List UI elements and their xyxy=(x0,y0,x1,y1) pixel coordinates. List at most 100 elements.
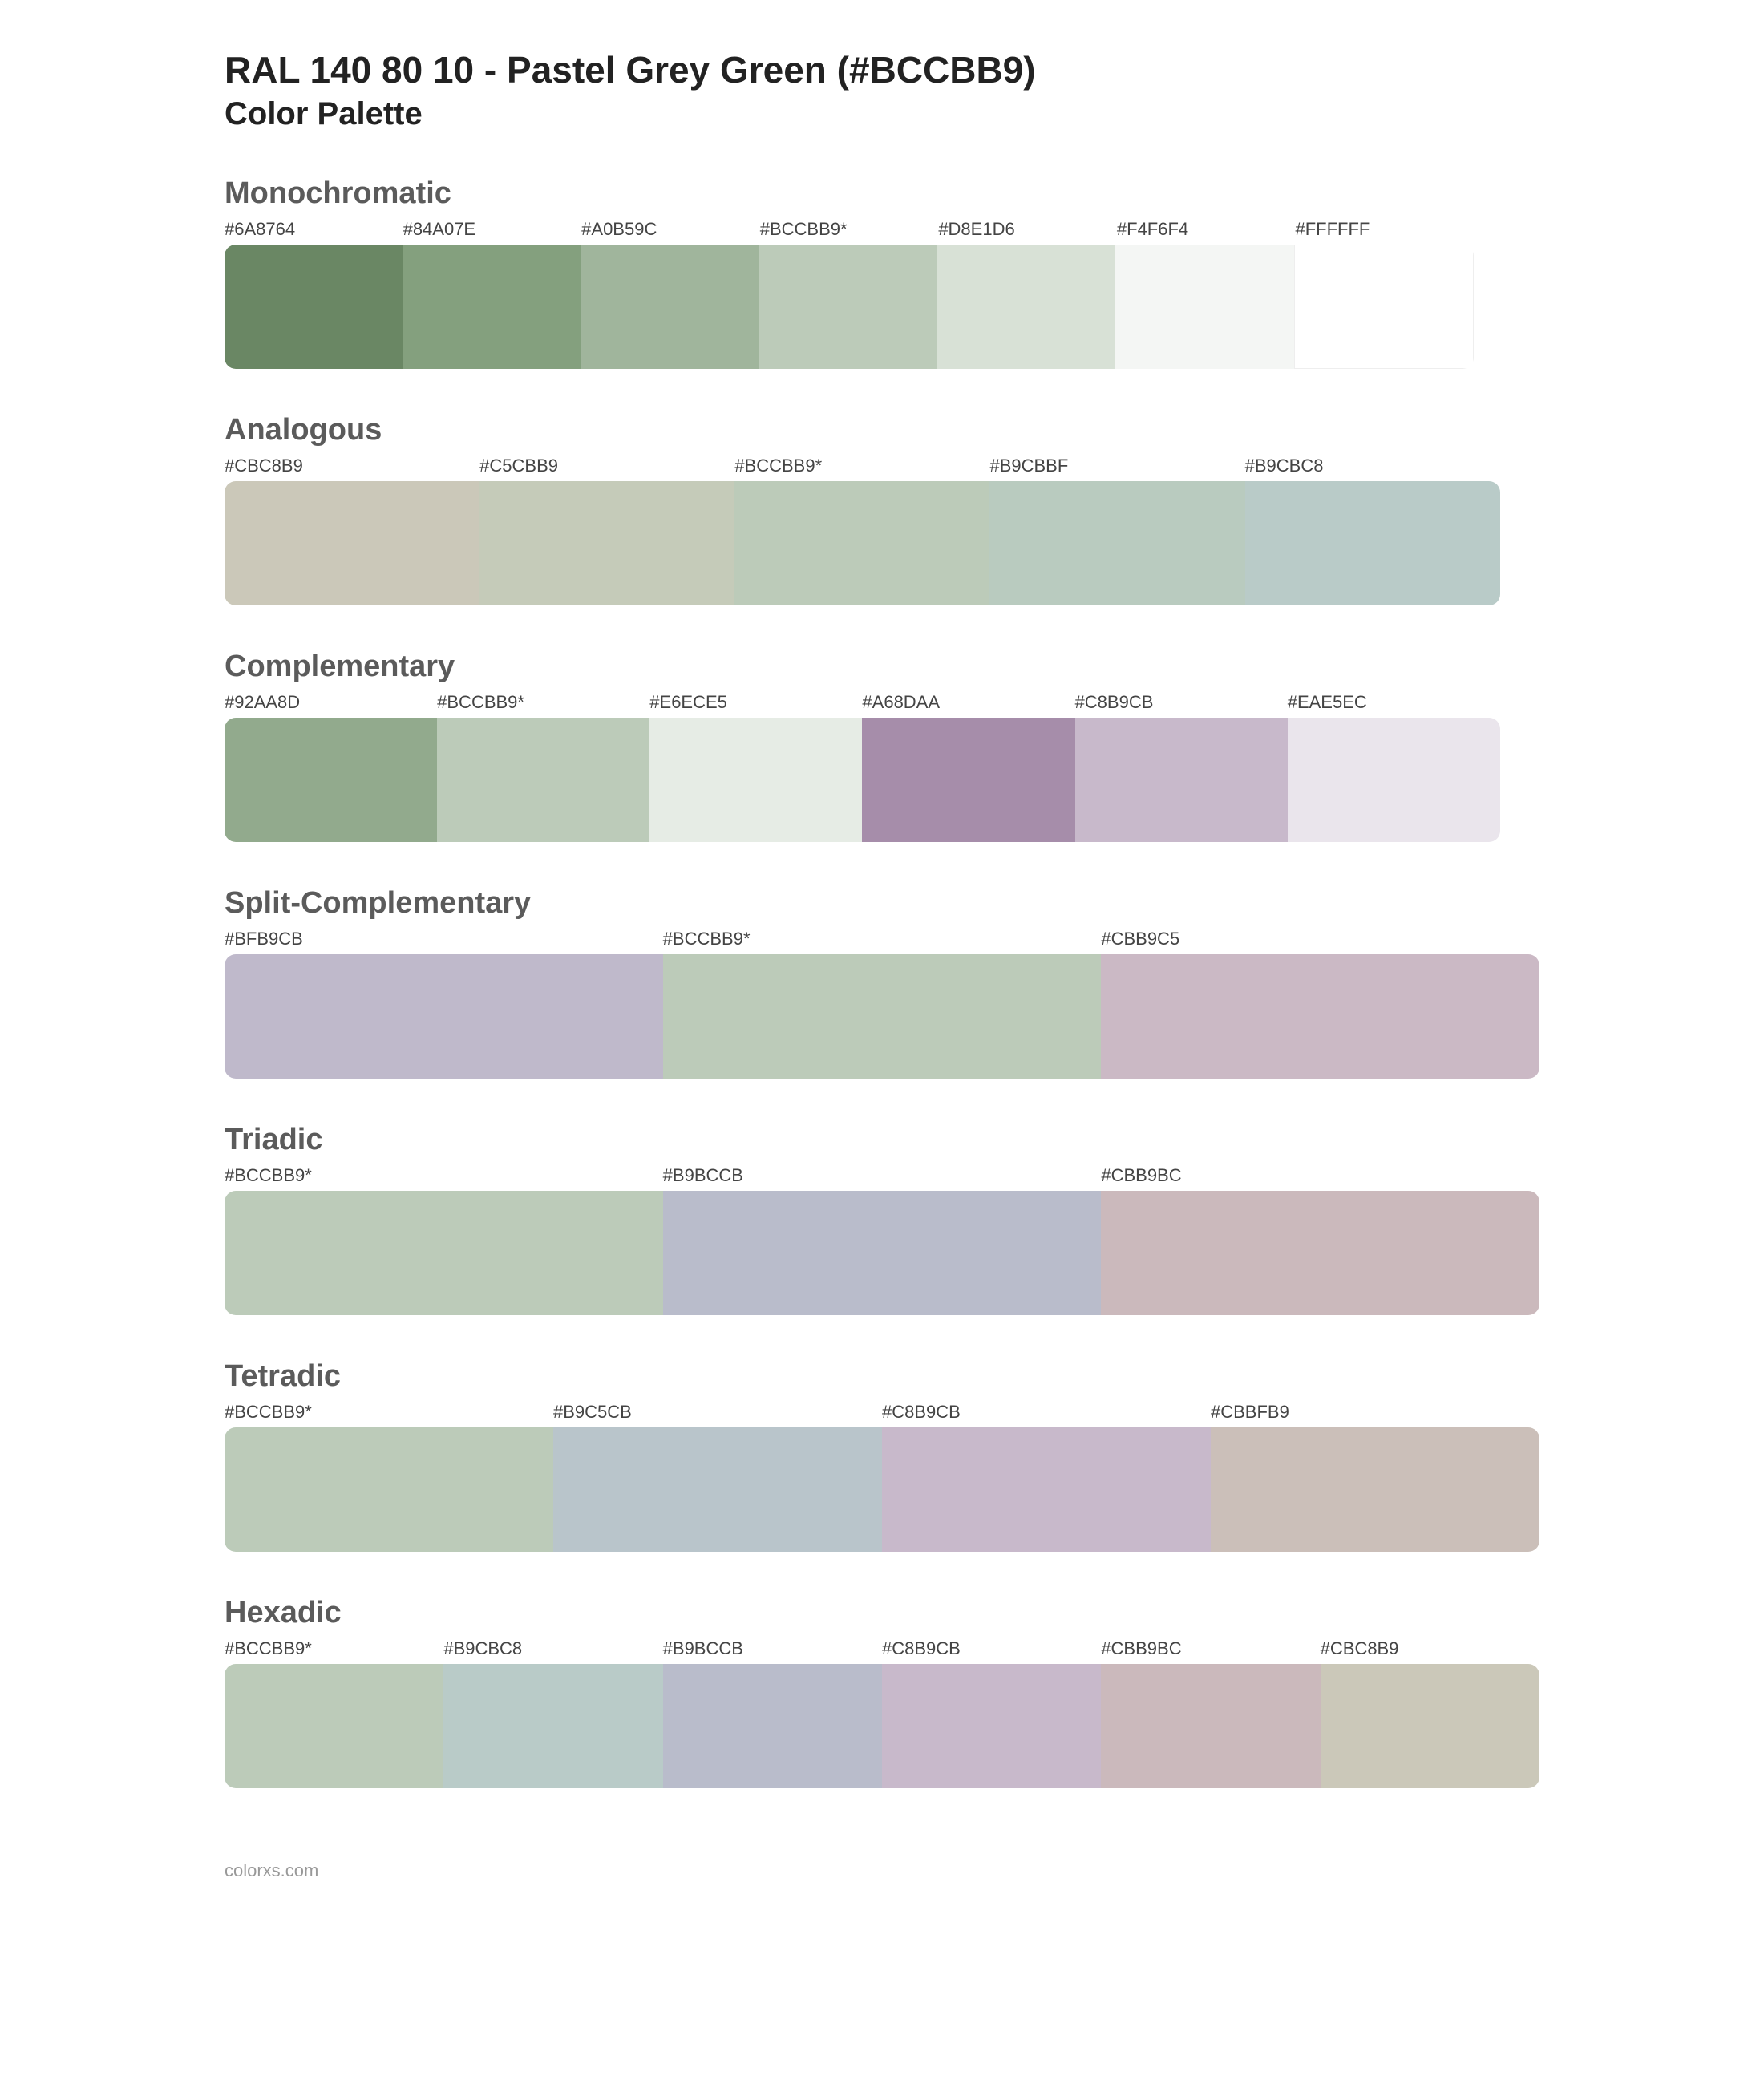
color-swatch xyxy=(225,245,403,369)
color-swatch xyxy=(1294,245,1474,369)
color-swatch xyxy=(443,1664,662,1788)
color-swatch xyxy=(225,1664,443,1788)
swatch-label: #BCCBB9* xyxy=(734,451,989,481)
labels-row: #BCCBB9*#B9C5CB#C8B9CB#CBBFB9 xyxy=(225,1397,1539,1427)
swatch-label: #BCCBB9* xyxy=(225,1160,663,1191)
color-swatch xyxy=(479,481,734,605)
color-swatch xyxy=(581,245,759,369)
section-title: Triadic xyxy=(225,1123,1539,1157)
color-swatch xyxy=(1211,1427,1539,1552)
labels-row: #6A8764#84A07E#A0B59C#BCCBB9*#D8E1D6#F4F… xyxy=(225,214,1474,245)
swatch-row xyxy=(225,954,1539,1079)
swatch-label: #B9BCCB xyxy=(663,1160,1102,1191)
swatch-label: #CBB9C5 xyxy=(1101,924,1539,954)
swatch-label: #A68DAA xyxy=(862,687,1074,718)
swatch-label: #BCCBB9* xyxy=(225,1397,553,1427)
color-swatch xyxy=(663,1664,882,1788)
palette-section: Split-Complementary#BFB9CB#BCCBB9*#CBB9C… xyxy=(225,886,1539,1079)
color-swatch xyxy=(862,718,1074,842)
labels-row: #BFB9CB#BCCBB9*#CBB9C5 xyxy=(225,924,1539,954)
color-swatch xyxy=(989,481,1244,605)
swatch-label: #D8E1D6 xyxy=(938,214,1117,245)
swatch-label: #E6ECE5 xyxy=(649,687,862,718)
swatch-label: #BCCBB9* xyxy=(760,214,939,245)
swatch-label: #FFFFFF xyxy=(1295,214,1474,245)
page-subtitle: Color Palette xyxy=(225,96,1539,132)
color-swatch xyxy=(225,1427,553,1552)
section-title: Analogous xyxy=(225,413,1539,447)
swatch-label: #92AA8D xyxy=(225,687,437,718)
color-swatch xyxy=(1075,718,1288,842)
swatch-label: #B9CBC8 xyxy=(443,1634,662,1664)
color-swatch xyxy=(882,1664,1101,1788)
color-swatch xyxy=(553,1427,882,1552)
labels-row: #92AA8D#BCCBB9*#E6ECE5#A68DAA#C8B9CB#EAE… xyxy=(225,687,1500,718)
color-swatch xyxy=(937,245,1115,369)
sections-container: Monochromatic#6A8764#84A07E#A0B59C#BCCBB… xyxy=(225,176,1539,1788)
swatch-row xyxy=(225,718,1500,842)
swatch-label: #BCCBB9* xyxy=(437,687,649,718)
color-swatch xyxy=(759,245,937,369)
swatch-row xyxy=(225,1191,1539,1315)
section-title: Monochromatic xyxy=(225,176,1539,211)
swatch-label: #BCCBB9* xyxy=(225,1634,443,1664)
palette-section: Hexadic #BCCBB9*#B9CBC8#B9BCCB#C8B9CB#CBB… xyxy=(225,1596,1539,1788)
swatch-label: #C5CBB9 xyxy=(479,451,734,481)
section-title: Hexadic xyxy=(225,1596,1539,1630)
color-swatch xyxy=(225,481,479,605)
swatch-label: #84A07E xyxy=(403,214,582,245)
section-title: Tetradic xyxy=(225,1359,1539,1394)
color-swatch xyxy=(649,718,862,842)
color-swatch xyxy=(734,481,989,605)
labels-row: #CBC8B9#C5CBB9#BCCBB9*#B9CBBF#B9CBC8 xyxy=(225,451,1500,481)
labels-row: #BCCBB9*#B9CBC8#B9BCCB#C8B9CB#CBB9BC#CBC… xyxy=(225,1634,1539,1664)
color-swatch xyxy=(1101,1664,1320,1788)
color-swatch xyxy=(225,1191,663,1315)
color-swatch xyxy=(225,954,663,1079)
swatch-label: #EAE5EC xyxy=(1288,687,1500,718)
section-title: Complementary xyxy=(225,650,1539,684)
color-swatch xyxy=(1245,481,1500,605)
color-swatch xyxy=(1288,718,1500,842)
swatch-label: #C8B9CB xyxy=(882,1397,1211,1427)
swatch-label: #B9C5CB xyxy=(553,1397,882,1427)
palette-section: Complementary#92AA8D#BCCBB9*#E6ECE5#A68D… xyxy=(225,650,1539,842)
swatch-label: #A0B59C xyxy=(581,214,760,245)
swatch-label: #BCCBB9* xyxy=(663,924,1102,954)
page-title: RAL 140 80 10 - Pastel Grey Green (#BCCB… xyxy=(225,48,1539,91)
labels-row: #BCCBB9*#B9BCCB#CBB9BC xyxy=(225,1160,1539,1191)
swatch-label: #B9BCCB xyxy=(663,1634,882,1664)
color-swatch xyxy=(1321,1664,1539,1788)
swatch-label: #C8B9CB xyxy=(882,1634,1101,1664)
swatch-row xyxy=(225,1427,1539,1552)
section-title: Split-Complementary xyxy=(225,886,1539,921)
swatch-label: #CBB9BC xyxy=(1101,1634,1320,1664)
color-swatch xyxy=(225,718,437,842)
palette-section: Triadic#BCCBB9*#B9BCCB#CBB9BC xyxy=(225,1123,1539,1315)
swatch-label: #CBC8B9 xyxy=(1321,1634,1539,1664)
color-swatch xyxy=(1101,954,1539,1079)
color-swatch xyxy=(403,245,581,369)
swatch-label: #CBC8B9 xyxy=(225,451,479,481)
color-swatch xyxy=(663,954,1102,1079)
color-swatch xyxy=(437,718,649,842)
swatch-label: #CBBFB9 xyxy=(1211,1397,1539,1427)
color-swatch xyxy=(1115,245,1293,369)
palette-section: Monochromatic#6A8764#84A07E#A0B59C#BCCBB… xyxy=(225,176,1539,369)
swatch-label: #C8B9CB xyxy=(1075,687,1288,718)
swatch-label: #CBB9BC xyxy=(1101,1160,1539,1191)
footer-credit: colorxs.com xyxy=(225,1860,1539,1881)
swatch-label: #BFB9CB xyxy=(225,924,663,954)
color-swatch xyxy=(663,1191,1102,1315)
swatch-row xyxy=(225,245,1474,369)
palette-section: Analogous #CBC8B9#C5CBB9#BCCBB9*#B9CBBF#B… xyxy=(225,413,1539,605)
color-swatch xyxy=(882,1427,1211,1552)
swatch-row xyxy=(225,1664,1539,1788)
swatch-label: #B9CBC8 xyxy=(1245,451,1500,481)
swatch-label: #6A8764 xyxy=(225,214,403,245)
swatch-label: #B9CBBF xyxy=(989,451,1244,481)
color-swatch xyxy=(1101,1191,1539,1315)
swatch-row xyxy=(225,481,1500,605)
swatch-label: #F4F6F4 xyxy=(1117,214,1296,245)
palette-section: Tetradic#BCCBB9*#B9C5CB#C8B9CB#CBBFB9 xyxy=(225,1359,1539,1552)
